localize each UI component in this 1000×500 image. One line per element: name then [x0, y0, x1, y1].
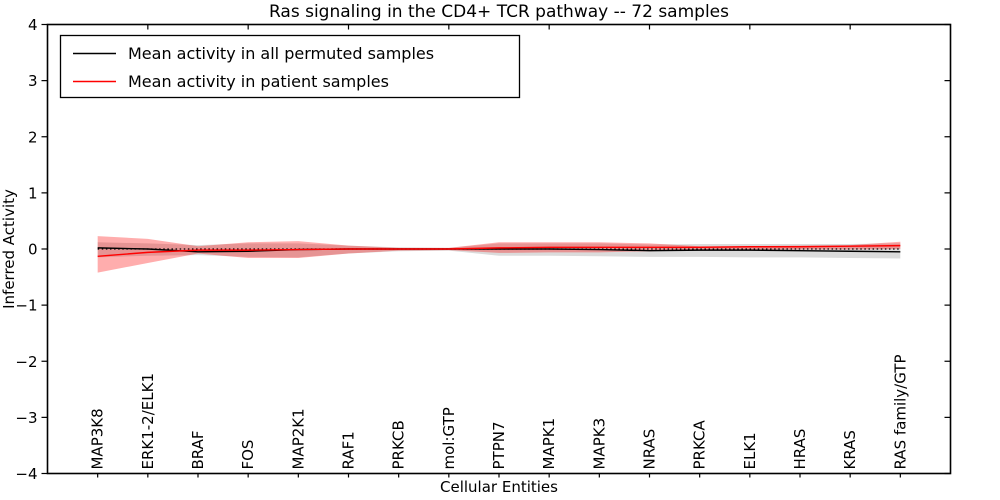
x-category-label: BRAF: [189, 431, 207, 470]
y-tick-label: 2: [28, 128, 38, 146]
y-tick-label: 3: [28, 72, 38, 90]
y-tick-label: 4: [28, 16, 38, 34]
x-category-label: MAPK3: [590, 418, 608, 470]
y-tick-label: 0: [28, 241, 38, 259]
y-tick-label: −4: [15, 465, 37, 483]
y-tick-label: −3: [15, 409, 37, 427]
x-category-label: ERK1-2/ELK1: [139, 373, 157, 470]
x-category-label: MAPK1: [540, 418, 558, 470]
legend-box: [59, 34, 521, 99]
plot-layers: −4 −3 −2 −1 0 1 2 3 4 MAP3K8 ERK1-2/ELK1 BRAF FOS MAP…: [15, 16, 951, 483]
legend-label-patient: Mean activity in patient samples: [128, 72, 389, 91]
x-category-label: RAF1: [340, 431, 358, 469]
series-line-patient: [97, 244, 901, 257]
x-category-label: HRAS: [791, 429, 809, 470]
x-category-label: FOS: [239, 440, 257, 470]
y-tick-label: 1: [28, 184, 38, 202]
x-category-label: PRKCA: [691, 420, 709, 470]
y-tick-label: −2: [15, 353, 37, 371]
x-axis-label: Cellular Entities: [440, 478, 558, 496]
patient-std-band: [97, 236, 901, 273]
y-tick-label: −1: [15, 297, 37, 315]
y-axis-label: Inferred Activity: [0, 189, 18, 309]
x-category-label: PRKCB: [390, 420, 408, 469]
x-category-label: RAS family/GTP: [891, 354, 909, 469]
permuted-std-band: [97, 242, 901, 259]
legend-label-permuted: Mean activity in all permuted samples: [128, 44, 434, 63]
legend: Mean activity in all permuted samples Me…: [59, 34, 521, 99]
chart-title: Ras signaling in the CD4+ TCR pathway --…: [269, 2, 729, 22]
x-category-label: mol:GTP: [440, 407, 458, 469]
x-category-label: MAP3K8: [89, 408, 107, 469]
x-category-label: NRAS: [641, 429, 659, 470]
x-category-label: ELK1: [741, 432, 759, 469]
x-category-label: KRAS: [841, 430, 859, 469]
series-line-permuted: [97, 247, 901, 253]
x-category-label: MAP2K1: [289, 408, 307, 469]
x-category-label: PTPN7: [490, 421, 508, 469]
